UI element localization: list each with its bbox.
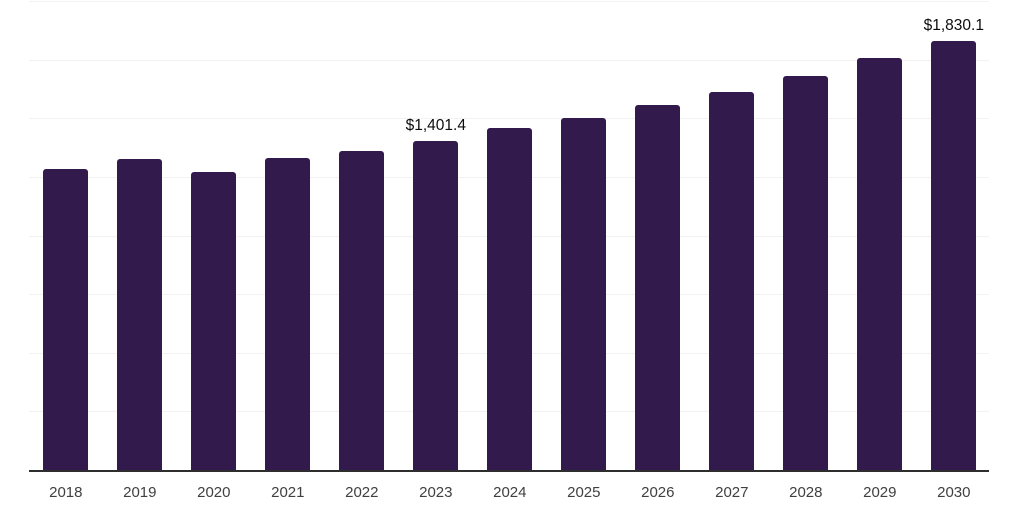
bar-2024 xyxy=(487,128,533,470)
gridline-2000 xyxy=(29,1,989,2)
x-tick-label-2030: 2030 xyxy=(937,484,971,501)
x-tick-label-2020: 2020 xyxy=(197,484,231,501)
x-tick-label-2023: 2023 xyxy=(419,484,453,501)
x-tick-label-2029: 2029 xyxy=(863,484,897,501)
bar-2020 xyxy=(191,172,237,470)
x-tick-label-2022: 2022 xyxy=(345,484,379,501)
bar-2030 xyxy=(931,40,977,470)
bar-2018 xyxy=(43,169,89,470)
x-tick-label-2018: 2018 xyxy=(49,484,83,501)
gridline-1750 xyxy=(29,59,989,61)
data-label-2023: $1,401.4 xyxy=(405,117,466,135)
bar-2021 xyxy=(265,157,311,470)
x-tick-label-2026: 2026 xyxy=(641,484,675,501)
bar-2029 xyxy=(857,58,903,470)
x-axis-line xyxy=(29,469,989,472)
x-tick-label-2019: 2019 xyxy=(123,484,157,501)
x-tick-label-2021: 2021 xyxy=(271,484,305,501)
bar-2025 xyxy=(561,117,607,470)
x-tick-label-2024: 2024 xyxy=(493,484,527,501)
bar-2023 xyxy=(413,141,459,470)
x-tick-label-2027: 2027 xyxy=(715,484,749,501)
gridline-1500 xyxy=(29,118,989,120)
bar-2026 xyxy=(635,105,681,470)
bar-2019 xyxy=(117,159,163,470)
data-label-2030: $1,830.1 xyxy=(923,16,984,34)
bar-2027 xyxy=(709,91,755,470)
x-tick-label-2025: 2025 xyxy=(567,484,601,501)
bar-2022 xyxy=(339,151,385,470)
bar-2028 xyxy=(783,75,829,470)
x-tick-label-2028: 2028 xyxy=(789,484,823,501)
